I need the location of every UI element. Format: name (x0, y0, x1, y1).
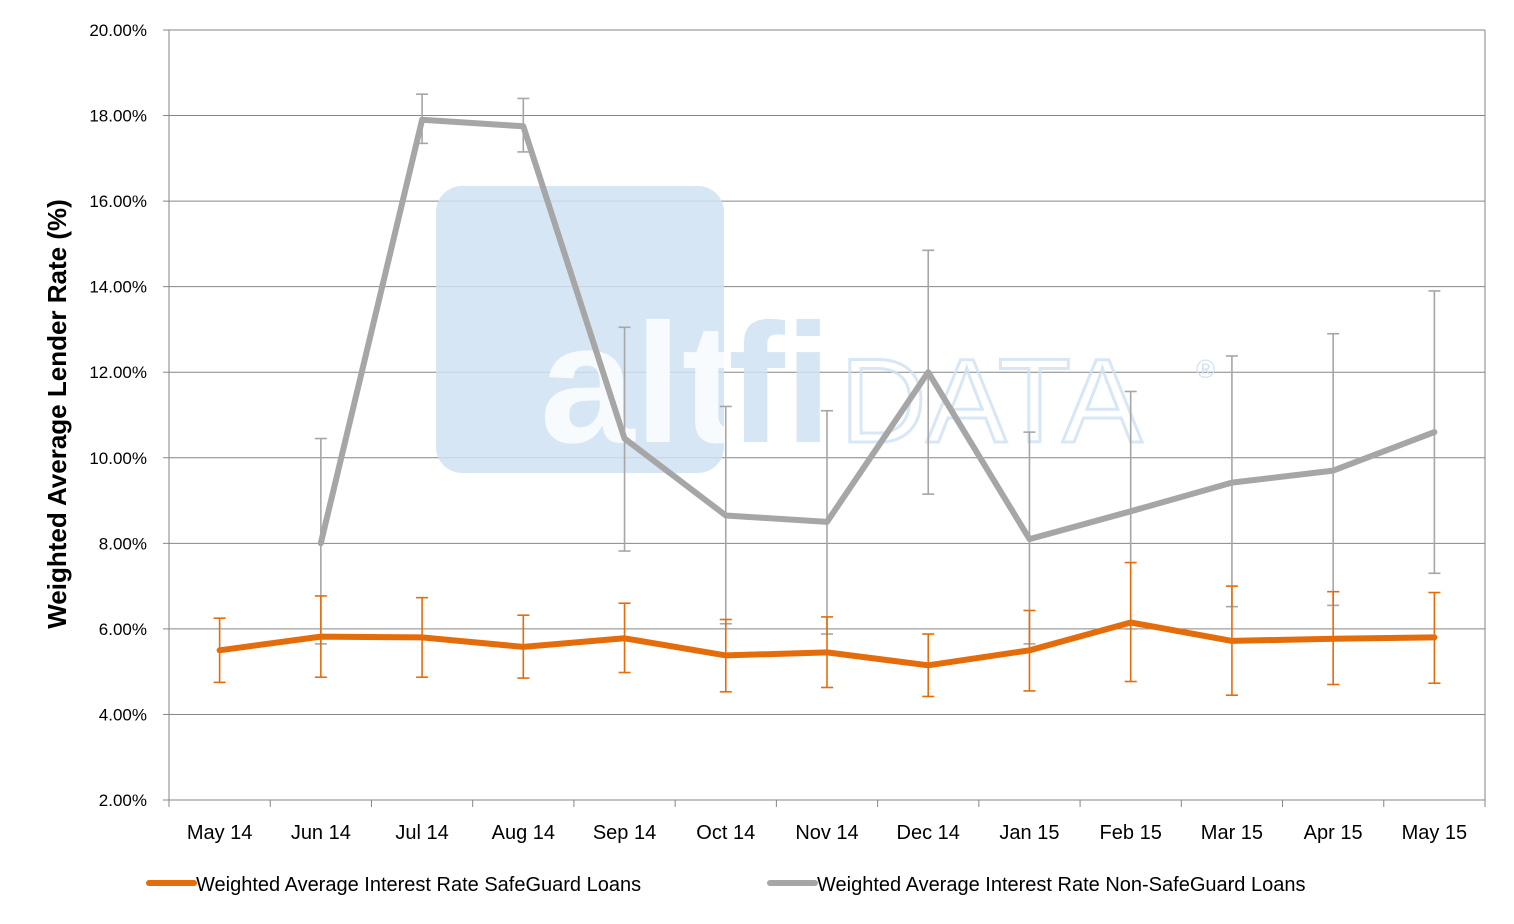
y-tick-label: 18.00% (89, 107, 147, 126)
data-point (520, 644, 526, 650)
data-point (723, 513, 729, 519)
data-point (1330, 468, 1336, 474)
data-point (419, 634, 425, 640)
x-tick-label: Nov 14 (795, 822, 858, 844)
x-tick-label: Sep 14 (593, 822, 656, 844)
data-point (925, 369, 931, 375)
x-tick-label: Aug 14 (492, 822, 555, 844)
data-point (824, 519, 830, 525)
y-tick-label: 6.00% (99, 620, 147, 639)
x-tick-label: Feb 15 (1100, 822, 1162, 844)
series-layer (213, 93, 1441, 698)
data-point (1026, 647, 1032, 653)
data-point (622, 635, 628, 641)
y-tick-label: 20.00% (89, 21, 147, 40)
series-safeguard (213, 561, 1441, 698)
y-tick-label: 14.00% (89, 278, 147, 297)
watermark-registered-mark: ® (1196, 354, 1215, 384)
data-point (824, 649, 830, 655)
series-non-safeguard (314, 93, 1441, 645)
legend-item-non-safeguard: Weighted Average Interest Rate Non-SafeG… (767, 874, 1305, 896)
data-point (723, 652, 729, 658)
data-point (1026, 536, 1032, 542)
data-point (1431, 634, 1437, 640)
y-tick-label: 2.00% (99, 791, 147, 810)
data-point (1431, 429, 1437, 435)
data-point (1330, 636, 1336, 642)
legend-label: Weighted Average Interest Rate Non-SafeG… (817, 874, 1305, 896)
watermark-logo-box (436, 186, 724, 473)
x-tick-label: Apr 15 (1304, 822, 1363, 844)
legend-label: Weighted Average Interest Rate SafeGuard… (196, 874, 641, 896)
data-point (419, 117, 425, 123)
series-line (317, 116, 1438, 547)
data-point (318, 540, 324, 546)
x-tick-label: Oct 14 (696, 822, 755, 844)
y-tick-label: 16.00% (89, 192, 147, 211)
data-point (318, 634, 324, 640)
axis-layer: 2.00% 4.00% 6.00% 8.00% 10.00% 12.00% 14.00% 16… (89, 21, 1486, 844)
altfi-data-watermark: alt fi DATA ® (436, 186, 1215, 479)
x-tick-label: Mar 15 (1201, 822, 1263, 844)
y-tick-label: 12.00% (89, 363, 147, 382)
legend-item-safeguard: Weighted Average Interest Rate SafeGuard… (146, 874, 641, 896)
watermark-fi-text: fi (728, 289, 832, 479)
legend: Weighted Average Interest Rate SafeGuard… (146, 874, 1305, 896)
x-tick-label: May 15 (1402, 822, 1468, 844)
y-axis-title: Weighted Average Lender Rate (%) (42, 199, 72, 629)
y-tick-label: 8.00% (99, 534, 147, 553)
x-tick-label: Jun 14 (291, 822, 351, 844)
data-point (925, 662, 931, 668)
data-point (1229, 638, 1235, 644)
x-tick-label: Dec 14 (897, 822, 960, 844)
data-point (1229, 480, 1235, 486)
x-tick-label: Jan 15 (999, 822, 1059, 844)
data-point (1128, 508, 1134, 514)
y-tick-label: 10.00% (89, 449, 147, 468)
x-tick-label: Jul 14 (395, 822, 448, 844)
watermark-data-text: DATA (840, 334, 1142, 468)
data-point (622, 436, 628, 442)
y-tick-label: 4.00% (99, 705, 147, 724)
data-point (217, 647, 223, 653)
data-point (1128, 619, 1134, 625)
data-point (520, 123, 526, 129)
x-tick-label: May 14 (187, 822, 253, 844)
